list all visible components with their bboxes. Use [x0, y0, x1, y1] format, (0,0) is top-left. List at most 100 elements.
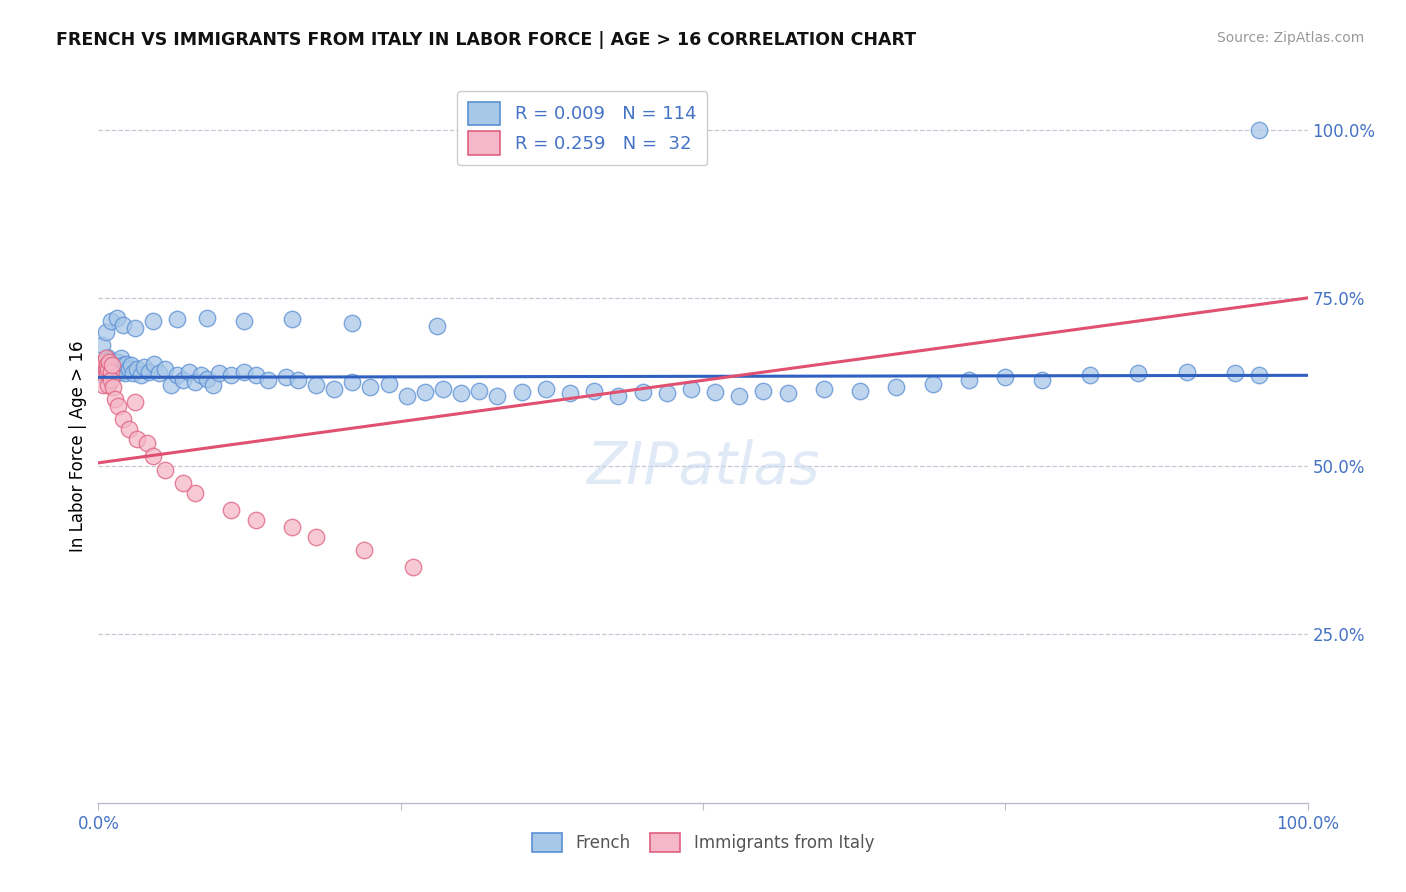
Point [111, 358, 134, 372]
Point [97, 355, 120, 369]
Point [776, 386, 799, 401]
Point [91, 361, 114, 376]
Point [91, 358, 114, 372]
Point [108, 359, 131, 374]
Point [886, 380, 908, 394]
Point [1249, 368, 1271, 383]
Point [94, 361, 117, 376]
Text: FRENCH VS IMMIGRANTS FROM ITALY IN LABOR FORCE | AGE > 16 CORRELATION CHART: FRENCH VS IMMIGRANTS FROM ITALY IN LABOR… [56, 31, 917, 49]
Point [195, 372, 218, 386]
Point [153, 361, 176, 376]
Point [184, 486, 207, 500]
Point [1175, 365, 1198, 379]
Point [118, 361, 141, 376]
Point [142, 314, 165, 328]
Point [97, 378, 120, 392]
Point [1223, 366, 1246, 380]
Point [98, 355, 121, 369]
Point [232, 365, 254, 379]
Point [107, 355, 129, 369]
Point [93, 359, 115, 374]
Point [195, 311, 218, 326]
Point [281, 312, 304, 326]
Point [96, 358, 118, 372]
Legend: French, Immigrants from Italy: French, Immigrants from Italy [526, 826, 880, 859]
Point [124, 395, 146, 409]
Point [534, 382, 557, 396]
Point [94, 358, 117, 372]
Point [94, 325, 117, 339]
Point [1128, 366, 1150, 380]
Point [395, 388, 418, 402]
Point [129, 368, 152, 383]
Point [432, 382, 454, 396]
Point [342, 375, 364, 389]
Point [91, 378, 114, 392]
Point [100, 314, 122, 328]
Point [752, 384, 775, 398]
Point [111, 318, 134, 332]
Point [135, 435, 157, 450]
Point [118, 422, 141, 436]
Point [105, 311, 128, 326]
Point [101, 359, 124, 374]
Point [1031, 373, 1053, 387]
Point [124, 321, 146, 335]
Point [122, 366, 145, 380]
Point [91, 338, 114, 352]
Point [111, 412, 134, 426]
Point [208, 366, 231, 380]
Point [100, 357, 122, 371]
Point [115, 357, 138, 371]
Point [134, 359, 156, 374]
Point [100, 358, 122, 372]
Point [127, 432, 149, 446]
Point [100, 366, 122, 380]
Point [256, 373, 278, 387]
Point [631, 385, 654, 400]
Point [114, 366, 136, 380]
Point [93, 355, 115, 369]
Point [100, 358, 122, 372]
Point [108, 365, 131, 379]
Point [90, 365, 112, 379]
Point [166, 368, 188, 383]
Point [142, 449, 165, 463]
Point [607, 388, 630, 402]
Point [91, 358, 114, 372]
Point [112, 363, 135, 377]
Point [305, 378, 328, 392]
Point [93, 355, 115, 369]
Point [305, 530, 328, 544]
Point [245, 513, 267, 527]
Point [179, 365, 201, 379]
Point [342, 317, 364, 331]
Point [98, 354, 121, 368]
Point [97, 365, 120, 379]
Point [510, 385, 533, 400]
Point [100, 373, 122, 387]
Point [728, 388, 751, 402]
Text: ZIPatlas: ZIPatlas [586, 439, 820, 496]
Point [221, 368, 243, 383]
Point [104, 392, 127, 406]
Point [172, 476, 194, 491]
Point [190, 368, 212, 383]
Point [103, 361, 125, 376]
Point [166, 312, 188, 326]
Point [96, 366, 118, 380]
Point [153, 462, 176, 476]
Point [287, 373, 309, 387]
Point [100, 361, 122, 376]
Point [583, 384, 606, 398]
Point [97, 361, 120, 376]
Point [184, 375, 207, 389]
Point [704, 385, 727, 400]
Point [96, 366, 118, 380]
Y-axis label: In Labor Force | Age > 16: In Labor Force | Age > 16 [69, 340, 87, 552]
Point [813, 382, 835, 396]
Point [655, 386, 678, 401]
Point [96, 362, 118, 376]
Point [486, 388, 509, 402]
Point [94, 363, 117, 377]
